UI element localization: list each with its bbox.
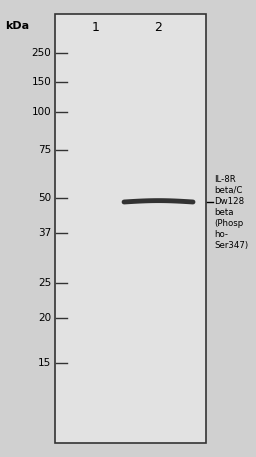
Text: 50: 50 — [38, 193, 51, 203]
Text: 20: 20 — [38, 313, 51, 323]
Text: 25: 25 — [38, 278, 51, 288]
Text: 2: 2 — [154, 21, 162, 33]
Text: 100: 100 — [32, 107, 51, 117]
Text: kDa: kDa — [5, 21, 30, 31]
Text: 15: 15 — [38, 358, 51, 368]
Text: 250: 250 — [32, 48, 51, 58]
FancyBboxPatch shape — [55, 14, 206, 443]
Text: IL-8R
beta/C
Dw128
beta
(Phosp
ho-
Ser347): IL-8R beta/C Dw128 beta (Phosp ho- Ser34… — [214, 175, 248, 250]
Text: 75: 75 — [38, 145, 51, 155]
Text: 1: 1 — [91, 21, 99, 33]
Text: 150: 150 — [32, 77, 51, 87]
Text: 37: 37 — [38, 228, 51, 238]
